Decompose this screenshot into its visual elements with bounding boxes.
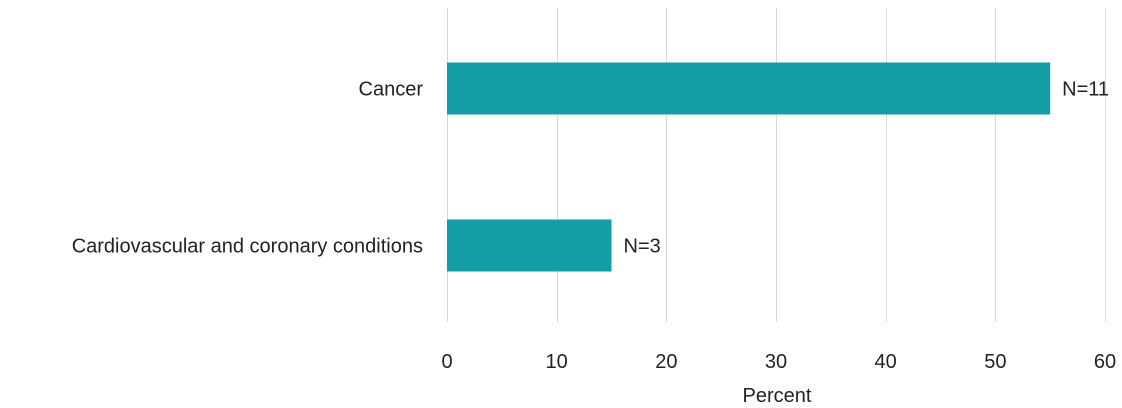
x-axis-title: Percent	[743, 385, 812, 407]
x-tick-label: 20	[655, 351, 677, 373]
data-label: N=11	[1062, 79, 1109, 101]
x-tick-label: 10	[546, 351, 568, 373]
x-tick-label: 30	[765, 351, 787, 373]
x-tick-label: 60	[1094, 351, 1116, 373]
bars-layer	[447, 62, 1051, 272]
bar	[447, 219, 612, 272]
category-label: Cardiovascular and coronary conditions	[72, 236, 423, 258]
x-tick-label: 40	[875, 351, 897, 373]
data-label: N=3	[624, 236, 661, 258]
axis-layer: Percent	[743, 385, 812, 407]
labels-layer: 0 10 20 30 40 50 60 Cancer N=11 Cardiovascular an…	[72, 79, 1116, 374]
x-tick-label: 50	[984, 351, 1006, 373]
grid-layer	[447, 8, 1106, 322]
x-tick-label: 0	[441, 351, 452, 373]
bar	[447, 62, 1051, 115]
category-label: Cancer	[359, 79, 424, 101]
